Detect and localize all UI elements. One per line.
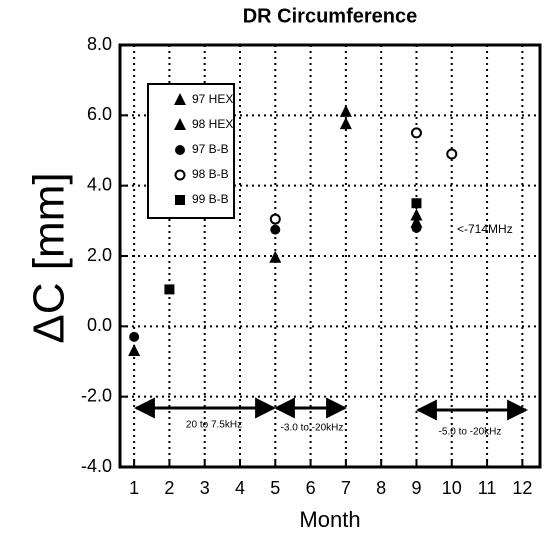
point [339, 104, 352, 117]
x-tick-label: 10 [442, 478, 462, 498]
y-tick-label: -2.0 [81, 385, 112, 405]
legend-label: 98 HEX [192, 117, 233, 131]
y-tick-label: 6.0 [87, 104, 112, 124]
legend-marker [174, 169, 186, 181]
legend-label: 97 HEX [192, 92, 233, 106]
point [446, 148, 458, 160]
y-tick-label: 4.0 [87, 174, 112, 194]
x-tick-label: 11 [478, 478, 497, 498]
point [269, 250, 282, 263]
point [410, 208, 423, 221]
legend-label: 99 B-B [192, 192, 229, 206]
y-tick-label: -4.0 [81, 456, 112, 476]
annotation: 20 to 7.5kHz [186, 420, 242, 431]
y-tick-label: 2.0 [87, 245, 112, 265]
legend-label: 97 B-B [192, 142, 229, 156]
x-tick-label: 12 [512, 478, 532, 498]
x-tick-label: 7 [341, 478, 351, 498]
point [129, 331, 140, 342]
legend-label: 98 B-B [192, 167, 229, 181]
x-tick-label: 9 [411, 478, 421, 498]
point [270, 224, 281, 235]
arrows [133, 397, 529, 421]
legend-marker [175, 195, 185, 205]
legend-box [147, 83, 235, 219]
point [164, 284, 175, 295]
y-tick-label: 8.0 [87, 34, 112, 54]
x-axis-label: Month [299, 507, 360, 532]
legend-marker [174, 118, 186, 130]
plot-frame [118, 43, 542, 469]
x-tick-label: 3 [200, 478, 210, 498]
point [269, 213, 281, 225]
x-tick-label: 6 [306, 478, 316, 498]
x-tick-label: 8 [376, 478, 386, 498]
x-tick-label: 1 [129, 478, 139, 498]
point [339, 117, 352, 130]
chart-title: DR Circumference [243, 5, 418, 27]
y-tick-label: 0.0 [87, 315, 112, 335]
legend-marker [174, 93, 186, 105]
x-tick-label: 2 [164, 478, 174, 498]
legend-marker [175, 145, 185, 155]
annotation: -5.0 to -20kHz [439, 427, 502, 438]
point [410, 127, 422, 139]
point [411, 222, 422, 233]
x-tick-label: 5 [270, 478, 280, 498]
annotation: -3.0 to -20kHz [281, 423, 344, 434]
point [411, 198, 422, 209]
y-axis-label: ΔC [mm] [25, 172, 74, 343]
annotation: <-714MHz [457, 222, 513, 236]
point [128, 343, 141, 356]
x-tick-label: 4 [235, 478, 245, 498]
